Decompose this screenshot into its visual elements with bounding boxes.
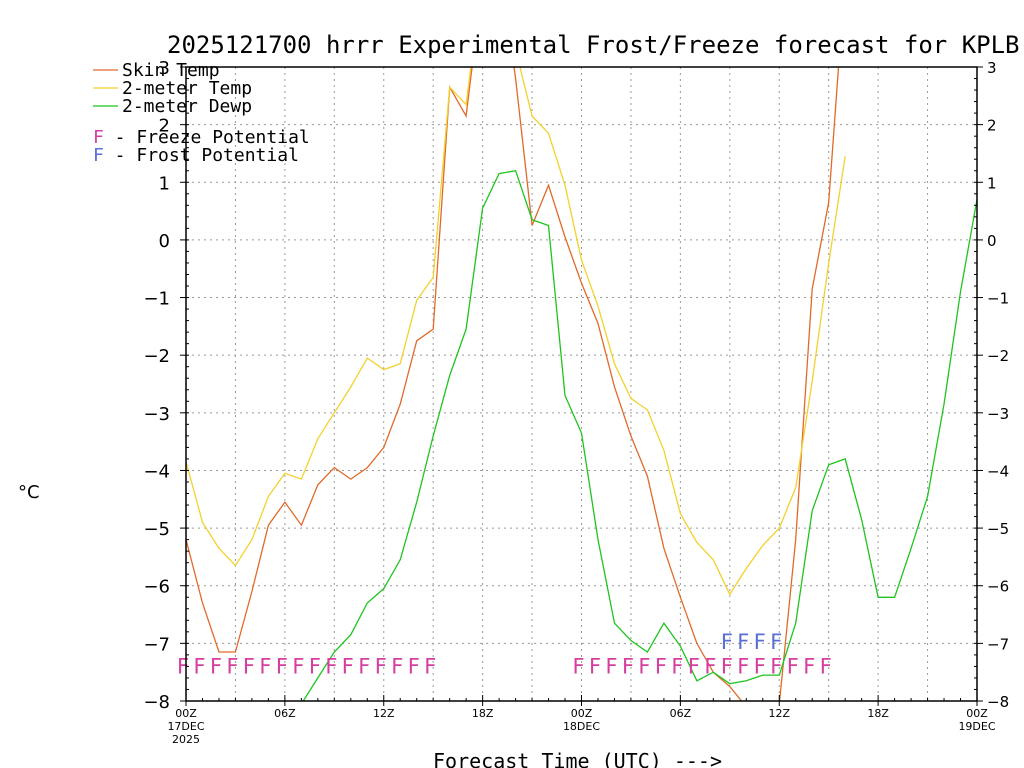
freeze-flag: F [803,654,815,678]
x-tick-sublabel: 18DEC [563,720,600,733]
y-tick-label-right: 3 [987,59,997,77]
freeze-flag: F [408,654,420,678]
freeze-flag: F [655,654,667,678]
x-axis-label: Forecast Time (UTC) ---> [433,749,722,768]
y-tick-label: 1 [159,173,170,194]
series-lines [186,67,977,701]
x-tick-label: 12Z [768,707,790,720]
frost-flag: F [754,630,766,654]
y-tick-label: −5 [143,519,170,540]
freeze-flag: F [325,654,337,678]
x-tick-label: 00Z [571,707,593,720]
x-tick-label: 06Z [274,707,296,720]
y-tick-label: −1 [143,289,170,310]
series-line-2-meter-temp [186,67,846,596]
x-tick-sublabel: 17DEC [167,720,204,733]
freeze-flag: F [704,654,716,678]
freeze-flag: F [309,654,321,678]
frost-flag: F [737,630,749,654]
freeze-flag: F [638,654,650,678]
freeze-flag: F [605,654,617,678]
y-tick-label: 2 [159,116,170,137]
freeze-flag: F [226,654,238,678]
y-tick-label-right: −4 [987,462,1009,480]
y-tick-label-right: 0 [987,232,997,250]
freeze-flag: F [342,654,354,678]
freeze-flag: F [820,654,832,678]
freeze-flag: F [622,654,634,678]
potential-legend-label: - Frost Potential [104,145,299,166]
y-tick-label: −3 [143,404,170,425]
potential-legend-label: - Freeze Potential [104,127,310,148]
freeze-flag: F [573,654,585,678]
x-tick-label: 00Z [175,707,197,720]
freeze-flag: F [424,654,436,678]
y-tick-label-right: −8 [987,693,1009,711]
freeze-flag: F [292,654,304,678]
legend-label: Skin Temp [122,60,220,81]
freeze-flag: F [358,654,370,678]
x-tick-sublabel: 2025 [172,733,200,746]
freeze-flag: F [375,654,387,678]
freeze-flag: F [671,654,683,678]
freeze-flag: F [259,654,271,678]
x-tick-sublabel: 19DEC [958,720,995,733]
y-tick-label-right: −3 [987,405,1009,423]
potential-legend-mark: F [93,145,104,166]
freeze-flag: F [754,654,766,678]
freeze-flag: F [721,654,733,678]
y-tick-label: −4 [143,461,170,482]
freeze-flag: F [243,654,255,678]
freeze-flag: F [210,654,222,678]
y-tick-label-right: −5 [987,520,1009,538]
freeze-flag: F [276,654,288,678]
y-tick-label: 0 [159,231,170,252]
y-tick-label-right: −2 [987,347,1009,365]
plot-frame [185,66,978,702]
chart-title: 2025121700 hrrr Experimental Frost/Freez… [167,31,1020,59]
y-tick-label-right: −6 [987,578,1009,596]
y-tick-label: −6 [143,577,170,598]
y-axis-label: °C [18,482,40,503]
freeze-flag: F [737,654,749,678]
potential-legend-item: F - Freeze Potential [93,127,310,148]
x-tick-label: 06Z [670,707,692,720]
x-tick-label: 18Z [867,707,889,720]
potential-legend-mark: F [93,127,104,148]
y-tick-label: −7 [143,634,170,655]
frost-flag: F [770,630,782,654]
y-tick-label: −2 [143,346,170,367]
x-tick-label: 00Z [966,707,988,720]
potential-legend-item: F - Frost Potential [93,145,299,166]
legend-label: 2-meter Temp [122,78,252,99]
freeze-flag: F [589,654,601,678]
x-tick-label: 18Z [472,707,494,720]
y-tick-label-right: −1 [987,290,1009,308]
y-tick-label: −8 [143,692,170,713]
freeze-flag: F [787,654,799,678]
freeze-flag: F [770,654,782,678]
potential-flags: F F F F F F F F F F F F F F F F F F F F F F F F F F F F F F F FF F F F [177,630,832,678]
series-line-2-meter-dewp [302,169,977,701]
freeze-flag: F [391,654,403,678]
series-line-skin-temp [186,67,840,701]
frost-flag: F [721,630,733,654]
grid-lines [186,67,977,701]
y-tick-label: 3 [159,58,170,79]
freeze-flag: F [688,654,700,678]
legend-label: 2-meter Dewp [122,96,252,117]
freeze-flag: F [193,654,205,678]
y-tick-label-right: −7 [987,635,1009,653]
y-tick-label-right: 2 [987,117,997,135]
x-tick-label: 12Z [373,707,395,720]
axis-ticks: −8 −8 −7 −7 −6 −6 −5 −5 −4 −4 −3 −3 −2 −2 −1 −1 0 0 1 1 2 2 3 3… [143,58,1009,746]
y-tick-label-right: 1 [987,174,997,192]
